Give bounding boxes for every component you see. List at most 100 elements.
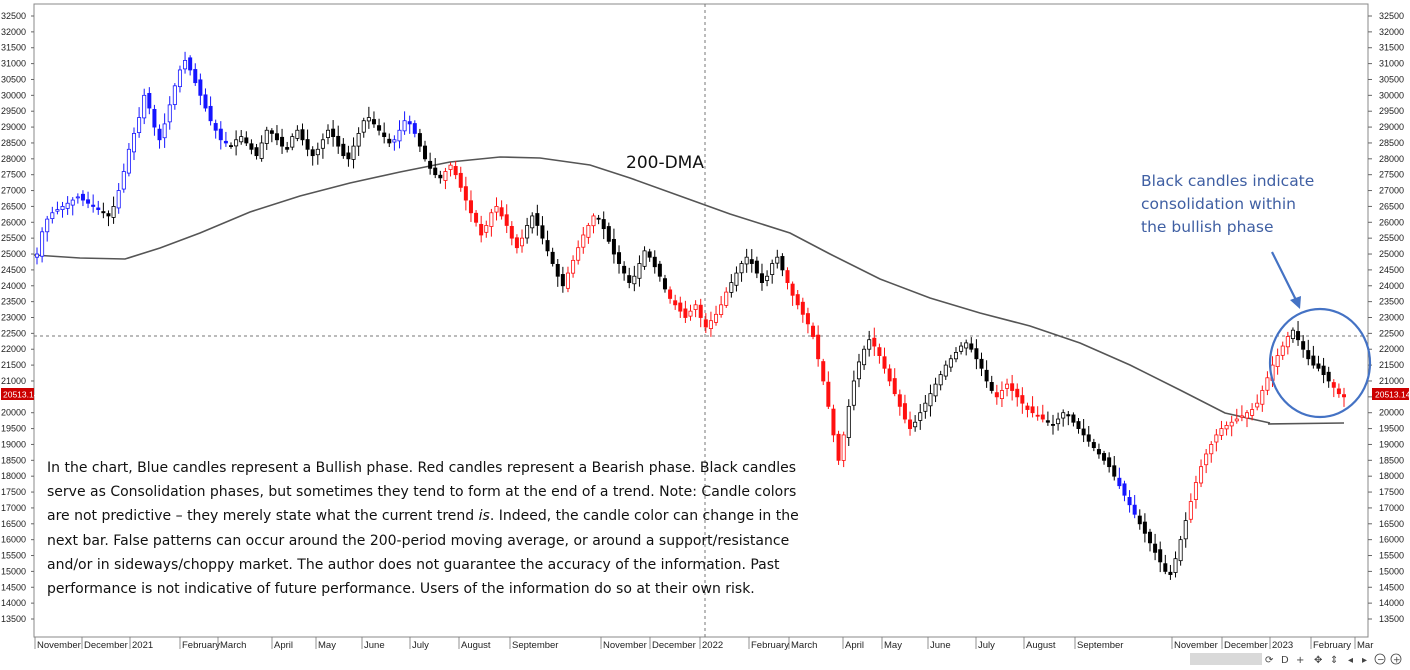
crosshair-icon[interactable]: + [1296, 655, 1304, 666]
candle-body [285, 147, 290, 150]
y-tick-label-right: 30000 [1379, 90, 1404, 100]
y-tick-label-right: 18500 [1379, 455, 1404, 465]
candle-body [1035, 414, 1040, 417]
candle-body [617, 252, 622, 264]
candle-body [310, 149, 315, 157]
candle-body [152, 108, 157, 128]
candle-body [821, 361, 826, 382]
candle-body [494, 206, 499, 213]
candle-body [1306, 350, 1311, 360]
y-tick-label-right: 14000 [1379, 598, 1404, 608]
split-icon[interactable]: ⇕ [1330, 655, 1338, 666]
candle-body [591, 215, 596, 227]
candle-body [775, 256, 780, 264]
x-tick-label: March [220, 640, 246, 651]
candle-body [1204, 453, 1209, 466]
x-tick-label: November [1174, 640, 1218, 651]
refresh-icon[interactable]: ⟳ [1265, 655, 1274, 666]
y-tick-label-right: 21500 [1379, 360, 1404, 370]
y-tick-label-right: 27500 [1379, 170, 1404, 180]
horizontal-scrollbar[interactable] [1190, 653, 1262, 665]
candle-body [576, 247, 581, 261]
y-tick-label-right: 18000 [1379, 471, 1404, 481]
candle-body [994, 392, 999, 398]
candle-body [642, 250, 647, 267]
candle-body [80, 193, 85, 201]
zoom-out-icon[interactable] [1374, 653, 1386, 665]
last-price-flag-left [1, 388, 34, 400]
y-tick-label-right: 16000 [1379, 535, 1404, 545]
y-tick-label-left: 19500 [1, 424, 26, 434]
y-tick-label-left: 18000 [1, 471, 26, 481]
y-tick-label-left: 31000 [1, 59, 26, 69]
zoom-in-icon[interactable] [1390, 653, 1402, 665]
y-tick-label-left: 17000 [1, 503, 26, 513]
candle-body [264, 129, 269, 144]
y-tick-label-left: 29000 [1, 122, 26, 132]
x-tick-label: July [978, 640, 995, 651]
candle-body [826, 381, 831, 407]
y-tick-label-left: 16000 [1, 535, 26, 545]
candle-body [280, 136, 285, 147]
candle-body [1326, 371, 1331, 382]
candle-body [535, 213, 540, 226]
candle-body [229, 145, 234, 147]
x-axis: November December 2021 February March April Ma… [34, 637, 1373, 651]
candle-body [433, 167, 438, 176]
y-axis-left: 13500 14000 14500 15000 15500 16000 16500 17000… [1, 11, 34, 624]
y-tick-label-right: 17000 [1379, 503, 1404, 513]
candle-body [555, 263, 560, 277]
x-tick-label: August [461, 640, 491, 651]
candle-body [999, 390, 1004, 399]
candle-body [1219, 428, 1224, 436]
y-tick-label-left: 23000 [1, 313, 26, 323]
candle-body [800, 301, 805, 315]
candle-body [341, 143, 346, 157]
candle-body [662, 278, 667, 290]
candle-body [1096, 449, 1101, 455]
scroll-left-icon[interactable]: ◂ [1348, 655, 1353, 666]
callout-arrow-shaft [1271, 251, 1298, 303]
y-tick-label-right: 19000 [1379, 439, 1404, 449]
candle-body [754, 260, 759, 274]
y-tick-label-right: 27000 [1379, 186, 1404, 196]
candle-body [137, 117, 142, 133]
candle-body [397, 129, 402, 142]
callout-arrow-head [1290, 296, 1301, 309]
candle-body [1239, 415, 1244, 418]
candle-body [719, 304, 724, 315]
move-icon[interactable]: ✥ [1314, 655, 1322, 666]
candle-body [1056, 418, 1061, 425]
candle-body [157, 128, 162, 141]
candle-body [790, 283, 795, 296]
callout-line-1: Black candles indicate [1141, 172, 1314, 190]
candle-body [116, 190, 121, 209]
candle-body [218, 128, 223, 141]
candle-body [1066, 414, 1071, 417]
candle-body [739, 263, 744, 274]
candle-body [1086, 434, 1091, 442]
candle-body [627, 275, 632, 283]
scroll-right-icon[interactable]: ▸ [1362, 655, 1367, 666]
candle-body [928, 393, 933, 407]
y-tick-label-left: 32500 [1, 11, 26, 21]
candle-body [96, 207, 101, 210]
candle-body [698, 304, 703, 318]
candle-body [560, 274, 565, 287]
y-tick-label-right: 17500 [1379, 487, 1404, 497]
interval-d-button[interactable]: D [1281, 655, 1289, 666]
note-part-2: . Indeed, the candle color can change in… [47, 508, 799, 598]
candle-body [1173, 558, 1178, 573]
candle-body [1091, 442, 1096, 449]
y-tick-label-right: 29000 [1379, 122, 1404, 132]
x-tick-label: February [751, 640, 789, 651]
last-price-flag-right [1372, 388, 1409, 400]
candle-body [198, 79, 203, 96]
y-tick-label-left: 14000 [1, 598, 26, 608]
candle-body [1015, 388, 1020, 398]
candle-body [249, 143, 254, 150]
candle-body [867, 339, 872, 350]
candle-body [91, 204, 96, 207]
candle-body [938, 374, 943, 386]
